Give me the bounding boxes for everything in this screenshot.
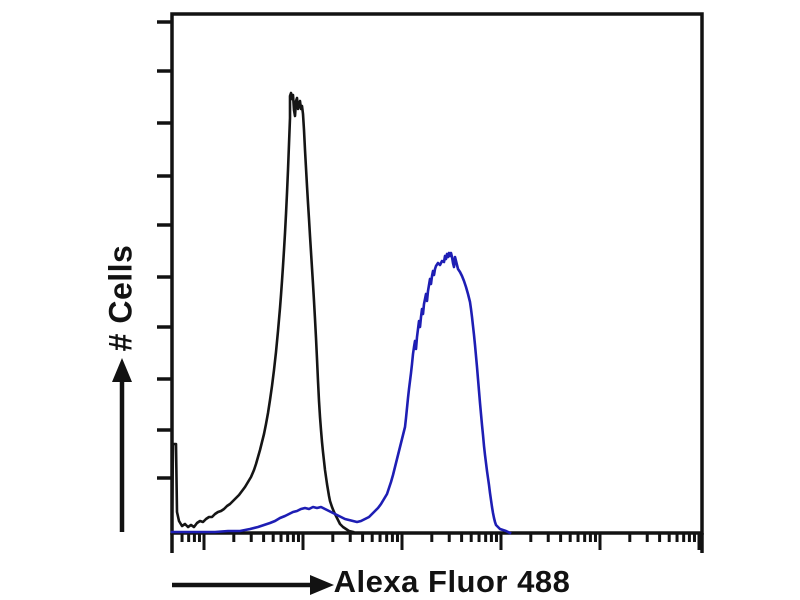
y-axis-label-text: # Cells: [102, 244, 139, 352]
x-axis-arrow-head: [310, 575, 334, 595]
plot-frame: [170, 12, 704, 535]
x-axis-label: Alexa Fluor 488: [334, 564, 571, 600]
blue-curve: [170, 251, 512, 535]
x-axis-label-text: Alexa Fluor 488: [333, 564, 571, 599]
y-axis-arrow-head: [112, 358, 132, 382]
black-curve: [170, 91, 355, 535]
y-axis-label: # Cells: [103, 245, 140, 352]
